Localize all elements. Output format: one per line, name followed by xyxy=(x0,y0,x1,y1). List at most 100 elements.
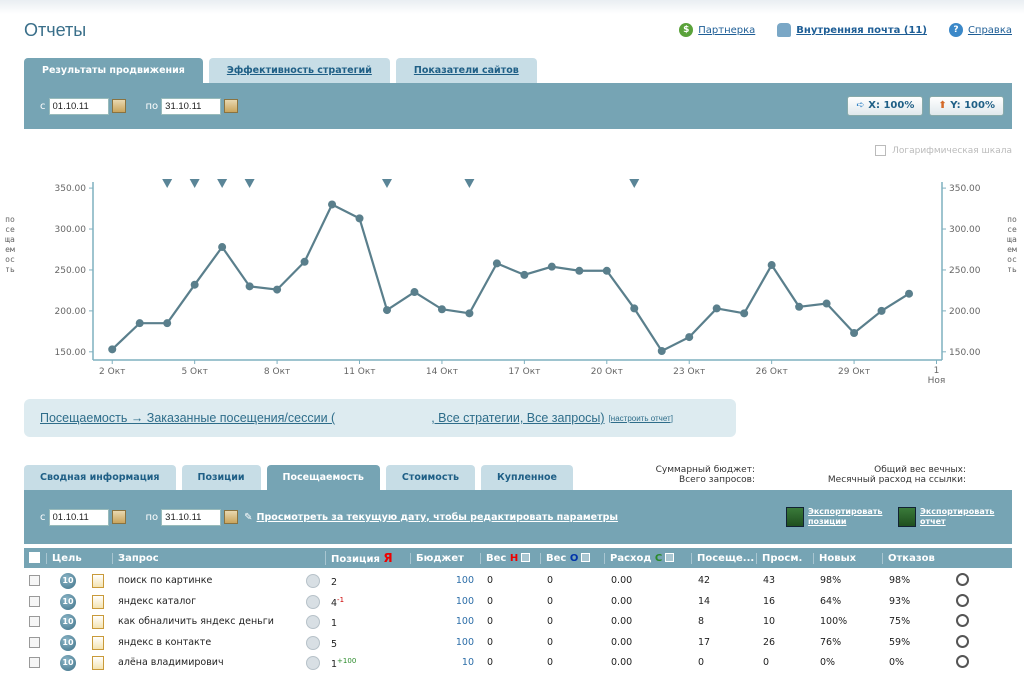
event-marker-icon xyxy=(381,179,392,188)
position-change: +100 xyxy=(337,657,357,665)
zoom-x-button[interactable]: ➪ X: 100% xyxy=(847,96,924,116)
tab-site-metrics[interactable]: Показатели сайтов xyxy=(395,58,537,83)
date-from-input[interactable] xyxy=(48,97,109,115)
magnifier-icon[interactable] xyxy=(956,614,969,627)
row-checkbox[interactable] xyxy=(29,636,40,648)
document-icon[interactable] xyxy=(92,635,104,650)
tab-promotion-results[interactable]: Результаты продвижения xyxy=(24,58,203,83)
zoom-x-label: X: 100% xyxy=(868,100,915,111)
select-all-checkbox[interactable] xyxy=(29,552,40,563)
col-position[interactable]: Позиция Я xyxy=(325,551,393,565)
x-tick-label: 20 Окт xyxy=(591,367,623,377)
document-icon[interactable] xyxy=(92,594,104,609)
pencil-icon: ✎ xyxy=(244,511,253,523)
tab-strategy-efficiency[interactable]: Эффективность стратегий xyxy=(208,58,390,83)
view-current-date-link[interactable]: Просмотреть за текущую дату, чтобы редак… xyxy=(256,511,618,523)
query-text: поиск по картинке xyxy=(118,575,213,586)
search-engine-icon[interactable] xyxy=(306,574,320,588)
budget-value: 10 xyxy=(461,657,474,668)
date-to-input[interactable] xyxy=(161,97,222,115)
configure-report-link[interactable]: [настроить отчет] xyxy=(608,413,673,423)
x-tick-label: 26 Окт xyxy=(756,367,788,377)
goal-badge[interactable]: 10 xyxy=(60,593,76,610)
views-value: 43 xyxy=(763,575,776,586)
goal-badge[interactable]: 10 xyxy=(60,614,76,630)
mail-link[interactable]: Внутренняя почта (11) xyxy=(796,25,927,36)
calendar-icon[interactable] xyxy=(224,510,239,524)
table-date-to-input[interactable] xyxy=(161,508,222,526)
log-scale-checkbox[interactable] xyxy=(875,145,887,156)
zoom-y-button[interactable]: ⬆ Y: 100% xyxy=(929,96,1004,116)
col-new[interactable]: Новых xyxy=(813,552,856,564)
new-value: 64% xyxy=(820,595,842,607)
calendar-icon[interactable] xyxy=(111,99,126,113)
col-weight-o[interactable]: Вес O xyxy=(540,552,591,564)
row-checkbox[interactable] xyxy=(29,595,40,607)
col-weight-h[interactable]: Вес H xyxy=(480,552,531,564)
row-checkbox[interactable] xyxy=(29,616,40,627)
tab-purchased[interactable]: Купленное xyxy=(480,465,574,490)
search-engine-icon[interactable] xyxy=(306,656,320,670)
data-point xyxy=(547,262,556,271)
help-link[interactable]: Справка xyxy=(967,25,1012,36)
col-views[interactable]: Просм. xyxy=(756,552,802,564)
tab-traffic[interactable]: Посещаемость xyxy=(266,465,380,490)
weight-h-value: 0 xyxy=(487,657,494,668)
data-point xyxy=(795,302,804,311)
data-point xyxy=(135,319,144,328)
magnifier-icon[interactable] xyxy=(956,655,969,668)
export-report[interactable]: Экспортировать отчет xyxy=(898,507,996,527)
log-scale-toggle[interactable]: Логарифмическая шкала xyxy=(875,145,1012,156)
data-point xyxy=(328,200,337,209)
table-row: 10 поиск по картинке 2 100 0 0 0.00 42 43 98% 98% xyxy=(24,571,1012,592)
col-spend[interactable]: Расход C xyxy=(604,552,675,564)
document-icon[interactable] xyxy=(92,615,104,629)
page-title: Отчеты xyxy=(24,19,87,40)
document-icon[interactable] xyxy=(92,574,104,588)
yandex-icon: Я xyxy=(383,551,393,565)
col-query[interactable]: Запрос xyxy=(112,552,159,564)
partner-link[interactable]: Партнерка xyxy=(698,25,756,36)
query-text: яндекс каталог xyxy=(118,595,197,607)
tab-positions[interactable]: Позиции xyxy=(181,465,261,490)
visits-value: 8 xyxy=(698,616,705,627)
col-visits[interactable]: Посеще... xyxy=(691,552,754,564)
export-report-link[interactable]: Экспортировать отчет xyxy=(920,507,995,526)
export-positions-link[interactable]: Экспортировать позиции xyxy=(808,507,883,526)
magnifier-icon[interactable] xyxy=(956,573,969,586)
data-point xyxy=(492,259,501,268)
col-budget[interactable]: Бюджет xyxy=(410,552,464,564)
from-label: с xyxy=(40,100,46,112)
bounce-value: 93% xyxy=(889,595,911,607)
budget-value: 100 xyxy=(455,616,474,627)
user-icon xyxy=(777,23,792,37)
magnifier-icon[interactable] xyxy=(956,634,969,648)
search-engine-icon[interactable] xyxy=(306,594,320,609)
y-tick-label: 200.00 xyxy=(949,307,981,317)
budget-label: Суммарный бюджет: xyxy=(655,465,755,475)
report-title[interactable]: Посещаемость → Заказанные посещения/сесс… xyxy=(40,411,605,425)
y-tick-label: 150.00 xyxy=(55,348,87,358)
goal-badge[interactable]: 10 xyxy=(60,573,76,589)
row-checkbox[interactable] xyxy=(29,575,40,586)
calendar-icon[interactable] xyxy=(111,510,126,524)
search-engine-icon[interactable] xyxy=(306,615,320,629)
calendar-icon[interactable] xyxy=(224,99,239,113)
table-date-from-input[interactable] xyxy=(48,508,109,526)
document-icon[interactable] xyxy=(92,656,104,670)
tab-cost[interactable]: Стоимость xyxy=(385,465,475,490)
tab-summary[interactable]: Сводная информация xyxy=(24,465,176,490)
excel-icon xyxy=(786,507,804,527)
spend-value: 0.00 xyxy=(611,657,633,668)
col-bounce[interactable]: Отказов xyxy=(882,552,935,564)
goal-badge[interactable]: 10 xyxy=(60,634,76,651)
top-tabs: Результаты продвижения Эффективность стр… xyxy=(24,58,537,83)
row-checkbox[interactable] xyxy=(29,657,40,668)
export-positions[interactable]: Экспортировать позиции xyxy=(786,507,884,527)
magnifier-icon[interactable] xyxy=(956,593,969,607)
search-engine-icon[interactable] xyxy=(306,635,320,650)
data-point xyxy=(685,333,694,342)
new-value: 76% xyxy=(820,636,842,648)
goal-badge[interactable]: 10 xyxy=(60,655,76,671)
col-goal[interactable]: Цель xyxy=(46,552,82,564)
